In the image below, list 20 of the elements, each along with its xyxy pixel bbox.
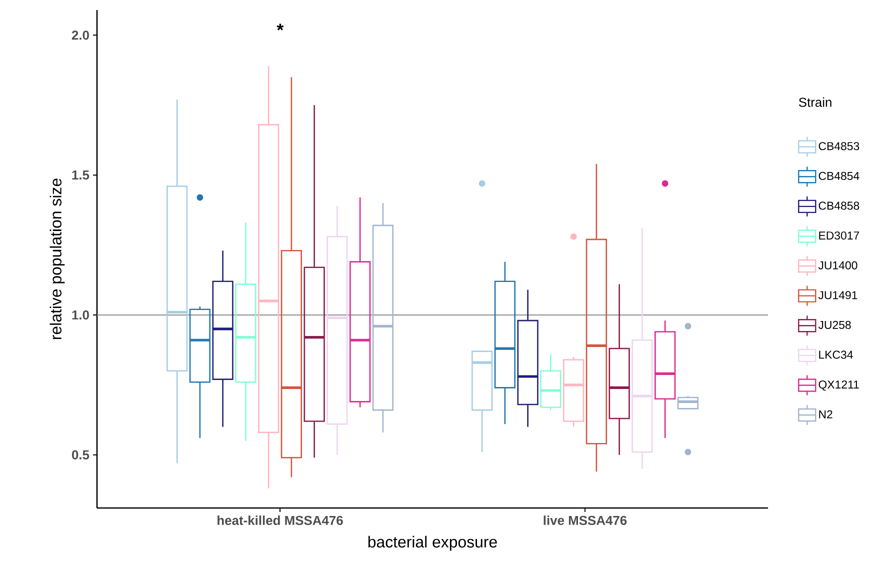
legend-label: QX1211 (818, 380, 859, 391)
legend-label: CB4853 (818, 142, 860, 150)
y-tick-label: 2.0 (72, 30, 89, 40)
legend-label: JU258 (818, 320, 851, 329)
legend-label: JU1400 (818, 261, 858, 270)
legend-label: JU1491 (818, 291, 858, 300)
legend-label: N2 (819, 410, 832, 418)
y-tick-label: 1.5 (72, 170, 90, 180)
x-tick-label: heat-killed MSSA476 (218, 516, 343, 526)
legend-label: ED3017 (819, 231, 860, 240)
x-tick-label: live MSSA476 (544, 516, 627, 526)
y-tick-label: 1.0 (72, 310, 89, 320)
legend-label: LKC34 (819, 350, 853, 359)
annotation: * (276, 24, 284, 30)
x-axis-title: bacterial exposure (368, 536, 497, 551)
y-axis-title: relative population size (50, 178, 65, 340)
y-tick-label: 0.5 (72, 450, 90, 460)
legend-label: CB4854 (818, 172, 860, 180)
legend-title: Strain (798, 97, 832, 107)
legend-label: CB4858 (818, 202, 860, 210)
